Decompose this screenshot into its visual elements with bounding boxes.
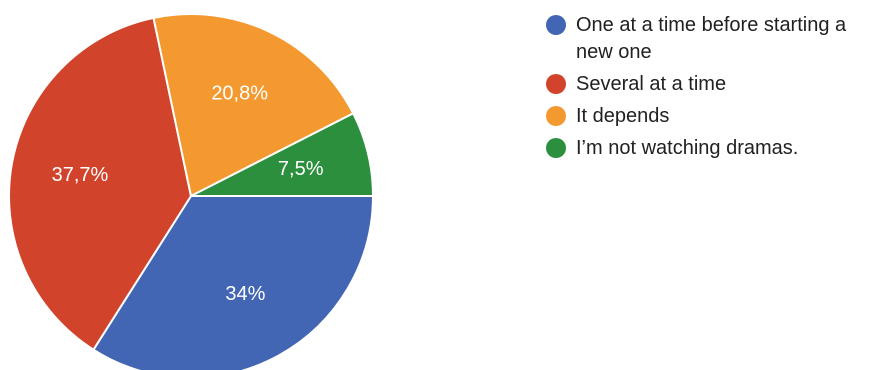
legend-item-not-watching[interactable]: I’m not watching dramas. <box>546 135 881 162</box>
legend-swatch <box>546 74 566 94</box>
slice-label: 20,8% <box>211 82 268 104</box>
slice-label: 34% <box>225 283 265 305</box>
slice-several-at-a-time[interactable] <box>8 16 193 352</box>
legend-swatch <box>546 138 566 158</box>
legend-item-it-depends[interactable]: It depends <box>546 103 881 130</box>
slice-one-at-a-time[interactable] <box>92 195 375 370</box>
legend-label: One at a time before starting a new one <box>576 14 847 63</box>
slice-not-watching[interactable] <box>190 112 375 197</box>
slice-label: 37,7% <box>52 164 109 186</box>
pie-slices <box>8 13 375 370</box>
legend-label: Several at a time <box>576 73 727 95</box>
legend-swatch <box>546 106 566 126</box>
slice-it-depends[interactable] <box>152 13 355 198</box>
pie-slice-labels: 34% 37,7% 20,8% 7,5% <box>52 82 324 305</box>
legend-label: I’m not watching dramas. <box>576 137 799 159</box>
slice-label: 7,5% <box>278 158 324 180</box>
legend: One at a time before starting a new one … <box>546 12 881 167</box>
legend-item-several-at-a-time[interactable]: Several at a time <box>546 71 881 98</box>
legend-swatch <box>546 15 566 35</box>
legend-label: It depends <box>576 105 670 127</box>
legend-item-one-at-a-time[interactable]: One at a time before starting a new one <box>546 12 881 66</box>
